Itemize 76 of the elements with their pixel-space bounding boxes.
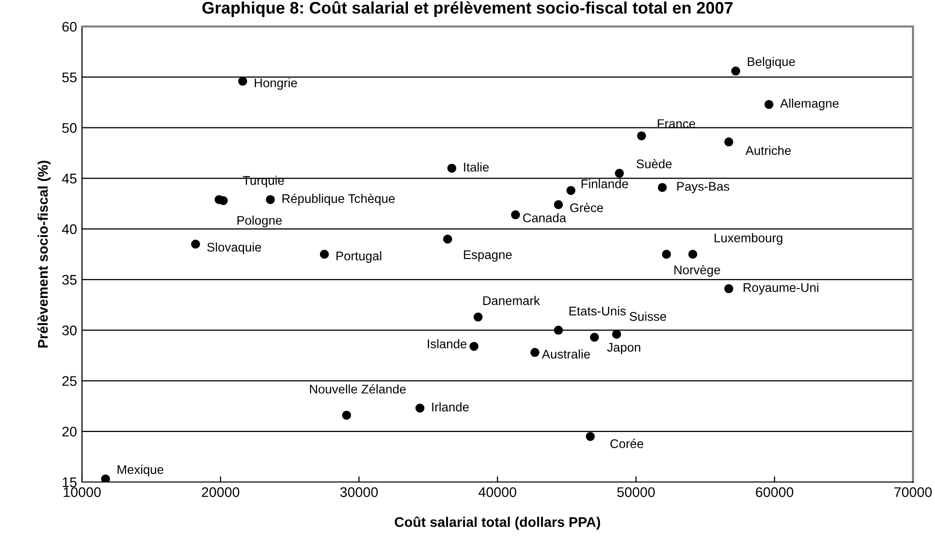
point bbox=[469, 342, 478, 351]
annotation: Italie bbox=[464, 162, 489, 172]
point bbox=[586, 432, 595, 441]
point bbox=[590, 332, 599, 342]
x-axis-title: Coût salarial total (dollars PPA) bbox=[394, 516, 600, 530]
annotation: Luxembourg bbox=[714, 233, 782, 245]
point bbox=[238, 76, 248, 86]
point bbox=[554, 200, 563, 210]
annotation: Belgique bbox=[748, 56, 795, 69]
point bbox=[474, 312, 483, 322]
y-axis-title: Prélèvement socio-fiscal (%) bbox=[38, 160, 51, 348]
point bbox=[320, 250, 329, 259]
annotation: République Tchèque bbox=[282, 194, 395, 206]
annotation: Corée bbox=[610, 438, 644, 448]
annotation: Espagne bbox=[464, 250, 512, 262]
annotation: Autriche bbox=[745, 146, 791, 155]
point bbox=[614, 168, 624, 178]
x-tick-label: 30000 bbox=[340, 487, 378, 498]
x-tick-label: 40000 bbox=[478, 487, 516, 498]
annotation: Canada bbox=[523, 213, 566, 222]
annotation: Australie bbox=[542, 349, 590, 359]
annotation: Danemark bbox=[483, 296, 540, 306]
annotation: Norvège bbox=[674, 265, 720, 277]
annotation: Slovaquie bbox=[207, 242, 262, 254]
y-tick-label: 25 bbox=[62, 376, 77, 386]
annotation: Irlande bbox=[432, 402, 469, 412]
annotation: Allemagne bbox=[780, 98, 839, 110]
point bbox=[612, 330, 622, 339]
annotation: Etats-Unis bbox=[570, 306, 626, 316]
x-tick-label: 70000 bbox=[894, 487, 932, 498]
annotation: Nouvelle Zélande bbox=[310, 384, 406, 394]
point bbox=[724, 284, 734, 294]
annotation: Grèce bbox=[570, 202, 604, 212]
x-tick-label: 60000 bbox=[756, 487, 794, 498]
annotation: Finlande bbox=[582, 179, 628, 188]
annotation: Suède bbox=[636, 158, 672, 168]
point bbox=[554, 326, 563, 335]
annotation: Hongrie bbox=[254, 78, 297, 90]
annotation: Islande bbox=[428, 339, 466, 348]
point bbox=[415, 404, 424, 413]
annotation: Portugal bbox=[336, 251, 382, 263]
y-tick-label: 50 bbox=[62, 123, 77, 133]
point bbox=[688, 250, 698, 259]
point bbox=[101, 474, 110, 482]
point bbox=[658, 182, 667, 192]
annotation: Royaume-Uni bbox=[744, 282, 818, 294]
annotation: Mexique bbox=[118, 464, 164, 476]
chart-title: Graphique 8: Coût salarial et prélèvement socio-fiscal total en 2007 bbox=[202, 1, 733, 18]
point bbox=[724, 137, 734, 146]
point bbox=[443, 234, 452, 244]
y-tick-label: 30 bbox=[62, 326, 77, 336]
y-tick-label: 40 bbox=[62, 224, 77, 234]
point bbox=[637, 131, 646, 140]
annotation: Pays-Bas bbox=[677, 182, 730, 194]
y-tick-label: 15 bbox=[62, 477, 77, 488]
point bbox=[662, 250, 671, 259]
y-tick-label: 45 bbox=[62, 174, 77, 184]
x-tick-label: 20000 bbox=[202, 487, 240, 498]
x-tick-label: 10000 bbox=[64, 487, 101, 498]
point bbox=[342, 410, 352, 420]
x-tick-label: 50000 bbox=[617, 487, 655, 498]
point bbox=[764, 100, 774, 109]
point bbox=[530, 348, 540, 357]
point bbox=[191, 240, 200, 249]
point bbox=[511, 210, 520, 220]
y-tick-label: 35 bbox=[62, 274, 77, 285]
point bbox=[731, 66, 740, 76]
annotation: Suisse bbox=[630, 312, 666, 321]
y-tick-label: 60 bbox=[62, 22, 77, 32]
annotation: Pologne bbox=[237, 216, 282, 228]
point bbox=[447, 164, 456, 173]
point bbox=[266, 195, 275, 204]
y-tick-label: 20 bbox=[62, 426, 77, 437]
y-tick-label: 55 bbox=[62, 72, 77, 82]
annotation: Japon bbox=[607, 342, 640, 354]
point bbox=[566, 186, 576, 195]
